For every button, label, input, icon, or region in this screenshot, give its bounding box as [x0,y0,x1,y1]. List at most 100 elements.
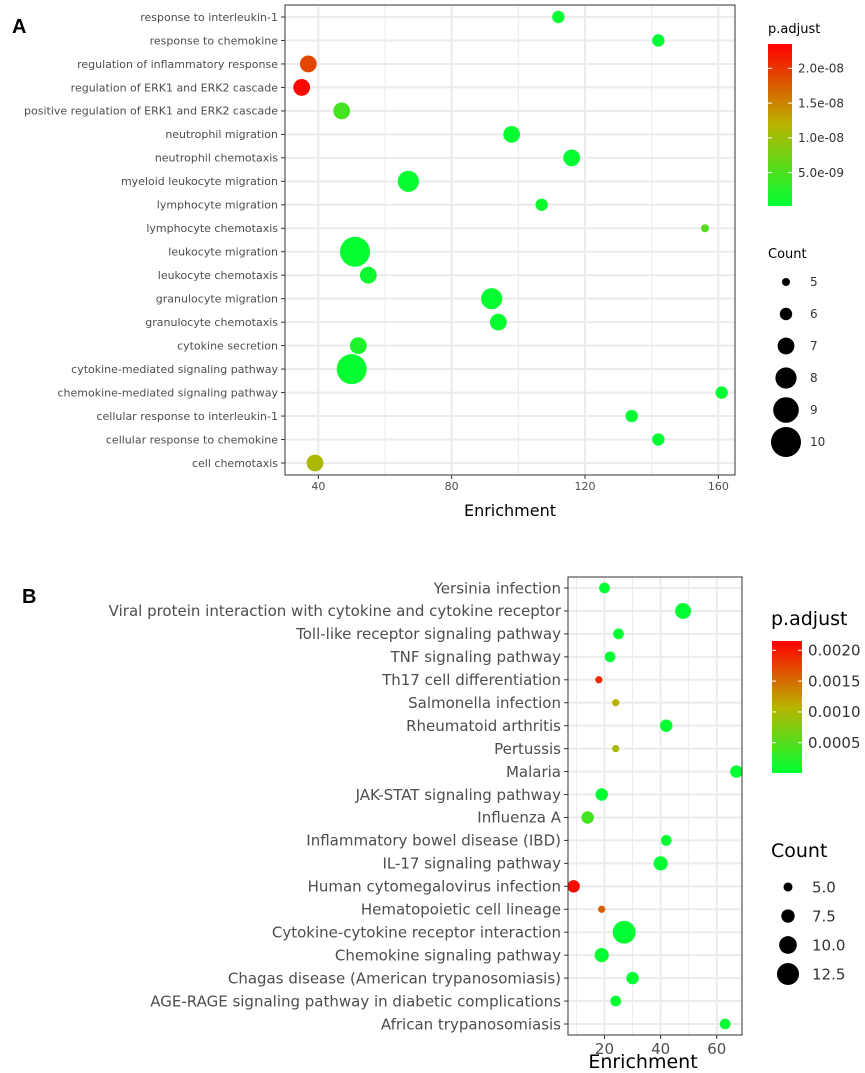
x-axis-label-b: Enrichment [588,1051,697,1073]
panel-a: A response to interleukin-1 response to c… [12,4,844,520]
data-point [599,582,610,594]
y-tick-label: AGE-RAGE signaling pathway in diabetic c… [150,992,561,1010]
y-tick-label: granulocyte chemotaxis [145,316,278,329]
color-ticks-a: 5.0e-09 1.0e-08 1.5e-08 2.0e-08 [768,62,844,180]
color-bar-b [772,641,802,773]
y-tick-label: TNF signaling pathway [389,648,561,666]
y-tick-label: lymphocyte migration [157,199,278,212]
color-bar-a [768,44,792,206]
data-point [595,788,608,801]
data-point [659,719,673,732]
data-point [626,971,639,985]
size-legend-label: 8 [810,371,818,385]
y-tick-label: Salmonella infection [408,694,561,712]
y-tick-label: cellular response to chemokine [106,433,278,446]
size-legend-label: 6 [810,307,818,321]
y-tick-label: neutrophil chemotaxis [155,152,278,165]
data-point [719,1018,731,1030]
y-tick-label: Toll-like receptor signaling pathway [295,625,561,643]
x-ticks-a: 40 80 120 160 [311,475,729,493]
size-legend-dot [775,367,797,389]
data-point [610,995,622,1007]
data-point [715,386,728,399]
y-tick-label: Inflammatory bowel disease (IBD) [306,832,561,850]
data-point [653,856,668,871]
data-point [701,224,709,233]
y-tick-label: cytokine-mediated signaling pathway [71,363,278,376]
y-tick-label: cytokine secretion [177,339,278,352]
y-tick-label: JAK-STAT signaling pathway [355,786,562,804]
data-point [598,905,606,913]
color-tick-label: 5.0e-09 [798,166,844,180]
size-legend-dot [779,936,797,954]
data-point [481,288,503,310]
data-point [613,628,624,640]
y-tick-label: regulation of ERK1 and ERK2 cascade [71,81,279,94]
color-tick-label: 0.0010 [808,703,861,721]
x-tick-label: 80 [445,480,459,493]
size-legend-label: 10 [810,435,825,449]
points-a [293,10,728,472]
y-tick-label: Hematopoietic cell lineage [361,901,561,919]
size-legend-dot [771,427,801,457]
legend-a: p.adjust 5.0e-09 1.0e-08 1.5e-08 2.0e-08 Co… [768,22,844,457]
plot-border-a [284,4,736,476]
panel-label-b: B [22,586,36,608]
size-legend-dot [783,882,793,892]
data-point [552,10,565,24]
y-tick-label: leukocyte migration [168,246,278,259]
y-tick-label: response to chemokine [150,34,279,47]
data-point [349,337,367,355]
points-b [567,582,743,1030]
x-ticks-b: 20 40 60 [595,1035,726,1058]
panel-b: B Yersinia infection Viral protein intera… [22,576,861,1073]
y-tick-label: granulocyte migration [156,293,278,306]
size-legend-title-b: Count [771,840,827,862]
size-legend-title-a: Count [768,247,807,262]
size-legend-label: 7 [810,339,818,353]
data-point [397,170,419,192]
data-point [604,651,616,663]
y-tick-label: Viral protein interaction with cytokine … [109,602,562,620]
color-ticks-b: 0.0005 0.0010 0.0015 0.0020 [772,642,861,752]
data-point [652,34,665,47]
y-tick-label: cellular response to interleukin-1 [96,410,278,423]
color-tick-label: 2.0e-08 [798,62,844,76]
y-tick-label: Rheumatoid arthritis [406,717,561,735]
data-point [675,602,692,619]
x-tick-label: 60 [707,1040,726,1058]
x-axis-label-a: Enrichment [464,501,556,520]
data-point [594,948,609,963]
data-point [730,765,743,778]
data-point [336,354,367,385]
x-tick-label: 20 [595,1040,614,1058]
y-tick-label: IL-17 signaling pathway [382,855,561,873]
x-tick-label: 40 [311,480,325,493]
data-point [612,744,620,753]
size-legend-label: 7.5 [812,907,836,925]
data-point [567,880,580,893]
y-tick-label: cell chemotaxis [192,457,278,470]
data-point [595,676,603,684]
size-legend-label: 12.5 [812,965,845,983]
y-tick-label: lymphocyte chemotaxis [146,222,278,235]
color-legend-title-a: p.adjust [768,22,820,37]
color-tick-label: 1.0e-08 [798,131,844,145]
color-tick-label: 1.5e-08 [798,96,844,110]
y-tick-label: regulation of inflammatory response [77,58,278,71]
size-legend-dot [779,307,793,321]
data-point [340,236,370,267]
data-point [333,102,351,120]
x-tick-label: 160 [708,480,729,493]
size-legend-b: 5.0 7.5 10.0 12.5 [777,878,845,985]
y-tick-label: Th17 cell differentiation [381,671,561,689]
size-legend-dot [773,397,799,423]
size-legend-dot [777,963,799,985]
data-point [660,835,672,846]
data-point [612,699,620,707]
y-tick-label: positive regulation of ERK1 and ERK2 cas… [24,105,278,118]
y-labels-a: response to interleukin-1 response to che… [24,11,285,470]
y-tick-label: Malaria [506,763,561,781]
